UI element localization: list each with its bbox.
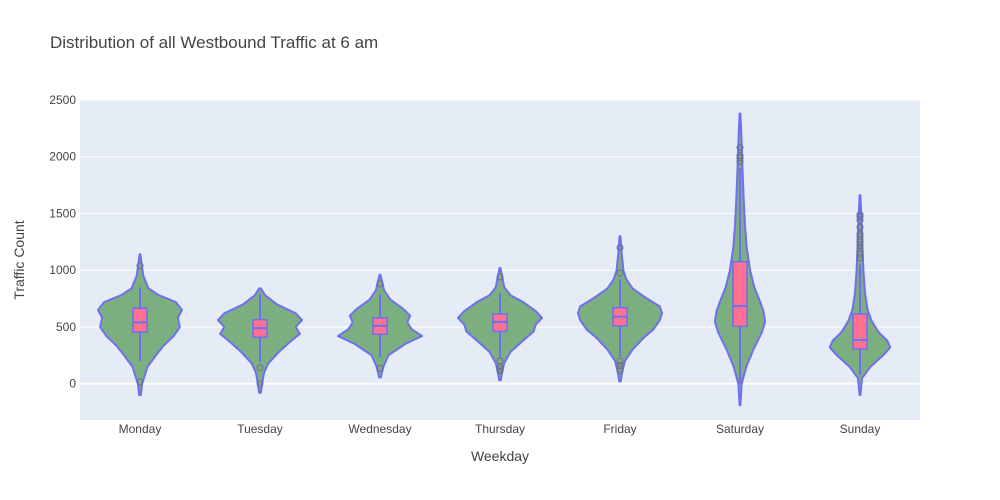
violin-box — [852, 313, 868, 350]
x-tick-label: Friday — [603, 422, 636, 436]
outlier-point — [736, 152, 744, 160]
outlier-point — [856, 230, 864, 238]
violin-thursday — [457, 266, 543, 382]
outlier-point — [616, 365, 624, 373]
y-tick-label: 1000 — [49, 263, 76, 277]
x-tick-label: Sunday — [840, 422, 881, 436]
violin-monday — [97, 253, 183, 397]
outlier-point — [856, 245, 864, 253]
outlier-point — [136, 378, 144, 386]
outlier-point — [856, 232, 864, 240]
violin-tuesday — [217, 287, 303, 394]
y-axis-title: Traffic Count — [11, 220, 27, 299]
outlier-point — [616, 244, 624, 252]
violin-saturday — [713, 112, 767, 407]
outlier-point — [616, 269, 624, 277]
violin-sunday — [828, 194, 892, 397]
outlier-point — [496, 273, 504, 281]
outlier-point — [616, 357, 624, 365]
violin-box — [132, 307, 148, 333]
outlier-point — [496, 357, 504, 365]
x-tick-label: Thursday — [475, 422, 525, 436]
outlier-point — [256, 364, 264, 372]
outlier-point — [736, 144, 744, 152]
y-tick-label: 2000 — [49, 150, 76, 164]
x-tick-label: Tuesday — [237, 422, 283, 436]
x-axis-title: Weekday — [471, 448, 529, 464]
outlier-point — [376, 364, 384, 372]
outlier-point — [256, 380, 264, 388]
x-tick-label: Wednesday — [348, 422, 411, 436]
outlier-point — [856, 248, 864, 256]
y-tick-label: 500 — [56, 320, 76, 334]
x-tick-label: Saturday — [716, 422, 764, 436]
y-tick-label: 0 — [69, 377, 76, 391]
violin-box — [732, 260, 748, 328]
outlier-point — [856, 211, 864, 219]
outlier-point — [496, 366, 504, 374]
outlier-point — [856, 213, 864, 221]
violin-wednesday — [337, 273, 423, 379]
outlier-point — [376, 280, 384, 288]
outlier-point — [856, 223, 864, 231]
y-tick-label: 1500 — [49, 206, 76, 220]
x-tick-label: Monday — [119, 422, 162, 436]
outlier-point — [736, 154, 744, 162]
outlier-point — [136, 262, 144, 270]
outlier-point — [616, 362, 624, 370]
chart-title: Distribution of all Westbound Traffic at… — [50, 33, 379, 52]
y-tick-label: 2500 — [49, 93, 76, 107]
violin-friday — [577, 235, 663, 383]
